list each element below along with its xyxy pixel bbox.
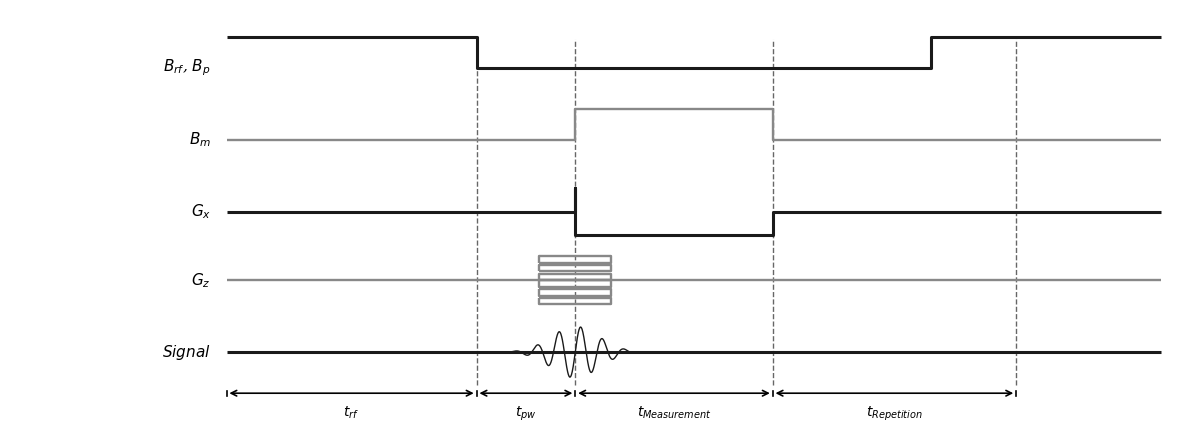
Text: $Signal$: $Signal$ bbox=[162, 343, 211, 362]
Text: $B_{rf}$, $B_p$: $B_{rf}$, $B_p$ bbox=[163, 58, 211, 78]
Text: $t_{rf}$: $t_{rf}$ bbox=[344, 404, 359, 421]
Text: $t_{Measurement}$: $t_{Measurement}$ bbox=[637, 404, 712, 421]
Text: $t_{pw}$: $t_{pw}$ bbox=[515, 404, 537, 423]
Text: $G_z$: $G_z$ bbox=[192, 271, 211, 290]
Text: $B_m$: $B_m$ bbox=[189, 130, 211, 149]
Text: $t_{Repetition}$: $t_{Repetition}$ bbox=[866, 404, 922, 423]
Text: $G_x$: $G_x$ bbox=[190, 202, 211, 221]
